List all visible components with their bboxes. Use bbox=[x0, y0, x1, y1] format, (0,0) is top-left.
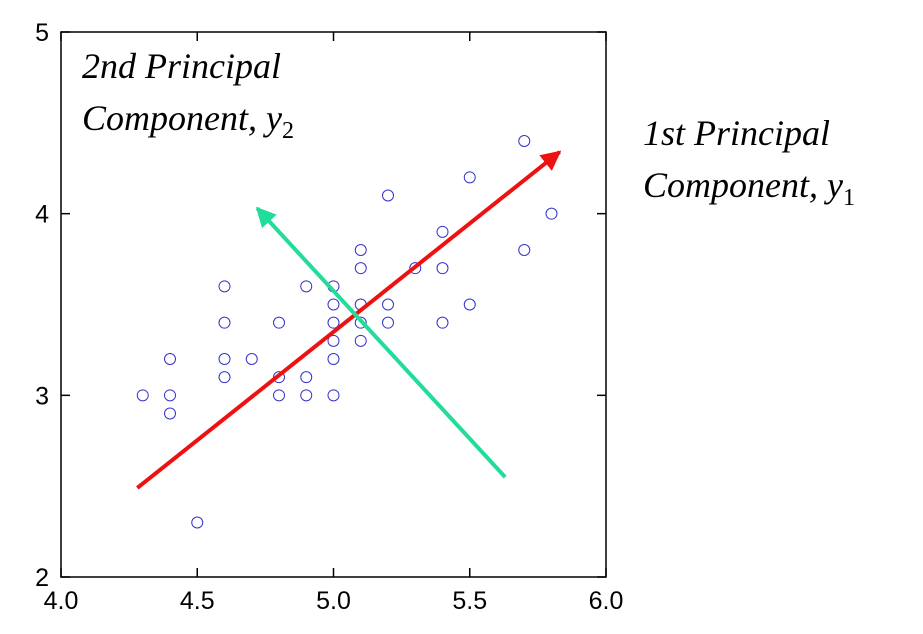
y-tick-label: 3 bbox=[35, 382, 49, 410]
data-point bbox=[218, 280, 231, 293]
data-point bbox=[327, 389, 340, 402]
y-tick-label: 2 bbox=[35, 564, 49, 592]
first-pc-label-line1: 1st Principal bbox=[643, 113, 830, 153]
x-tick-label: 6.0 bbox=[589, 587, 624, 615]
y-tick-label: 4 bbox=[35, 201, 49, 229]
first-pc-label-line2: Component, y1 bbox=[643, 165, 855, 211]
data-point bbox=[354, 334, 367, 347]
data-point bbox=[327, 353, 340, 365]
data-point bbox=[436, 316, 449, 329]
data-point bbox=[300, 371, 313, 384]
first-pc-arrow bbox=[136, 150, 562, 490]
data-point bbox=[382, 298, 394, 311]
data-point bbox=[218, 353, 231, 365]
data-point bbox=[191, 516, 204, 529]
x-tick-label: 5.0 bbox=[316, 587, 351, 615]
data-point bbox=[518, 135, 531, 147]
x-tick-label: 5.5 bbox=[452, 587, 487, 615]
data-point bbox=[463, 171, 476, 184]
data-point bbox=[409, 262, 422, 275]
data-point bbox=[382, 189, 394, 202]
data-point bbox=[327, 316, 340, 329]
data-point bbox=[136, 389, 149, 402]
y-tick-label: 5 bbox=[35, 19, 49, 47]
data-point bbox=[273, 389, 285, 402]
data-point bbox=[354, 244, 367, 256]
principal-component-arrows bbox=[136, 150, 562, 490]
data-point bbox=[436, 225, 449, 238]
x-axis-ticks: 4.0 4.5 5.0 5.5 6.0 bbox=[44, 32, 624, 615]
data-point bbox=[300, 389, 313, 402]
second-pc-label-line1: 2nd Principal bbox=[82, 46, 281, 86]
data-point bbox=[327, 334, 340, 347]
second-pc-label-line2: Component, y2 bbox=[82, 98, 294, 144]
x-tick-label: 4.5 bbox=[180, 587, 215, 615]
x-tick-label: 4.0 bbox=[44, 587, 79, 615]
data-point bbox=[518, 244, 531, 256]
data-point bbox=[218, 371, 231, 384]
data-point bbox=[300, 280, 313, 293]
data-point bbox=[545, 207, 558, 220]
data-point bbox=[164, 389, 176, 402]
data-point bbox=[382, 316, 394, 329]
data-point bbox=[164, 407, 176, 420]
y-axis-ticks: 2 3 4 5 bbox=[35, 19, 606, 592]
data-point bbox=[273, 316, 285, 329]
data-points bbox=[136, 135, 558, 529]
data-point bbox=[327, 298, 340, 311]
data-point bbox=[218, 316, 231, 329]
data-point bbox=[245, 353, 258, 365]
data-point bbox=[164, 353, 176, 365]
data-point bbox=[436, 262, 449, 275]
data-point bbox=[354, 316, 367, 329]
data-point bbox=[354, 262, 367, 275]
second-pc-arrow bbox=[255, 206, 507, 479]
data-point bbox=[463, 298, 476, 311]
